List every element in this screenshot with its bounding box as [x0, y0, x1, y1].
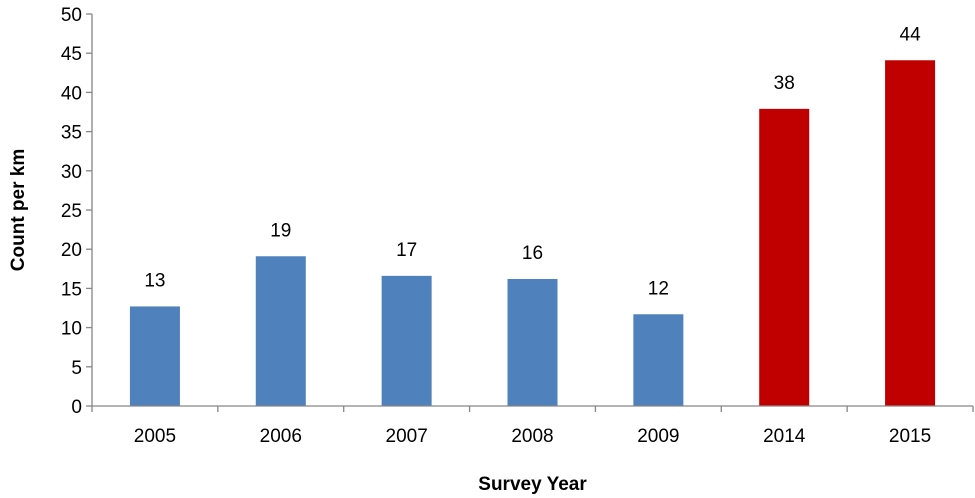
- bar-2005: [129, 306, 180, 406]
- y-tick-label: 30: [61, 162, 82, 183]
- y-tick-label: 25: [61, 201, 82, 222]
- y-axis-title: Count per km: [8, 149, 29, 271]
- y-tick-label: 35: [61, 123, 82, 144]
- x-axis-title: Survey Year: [478, 474, 587, 495]
- data-label-2014: 38: [774, 73, 795, 94]
- data-label-2015: 44: [900, 24, 922, 45]
- bar-2015: [885, 60, 936, 406]
- x-axis-ticks: 2005 2006 2007 2008 2009 2014 2015: [91, 406, 974, 447]
- data-labels-group: 13 19 17 16 12 38 44: [144, 24, 921, 299]
- bar-2009: [633, 314, 684, 406]
- y-tick-label: 5: [71, 358, 82, 379]
- data-label-2008: 16: [522, 243, 543, 264]
- y-tick-label: 0: [71, 397, 82, 418]
- data-label-2009: 12: [648, 278, 669, 299]
- y-tick-label: 10: [61, 319, 82, 340]
- y-tick-label: 45: [61, 44, 82, 65]
- x-tick-label: 2007: [386, 426, 428, 447]
- y-tick-label: 50: [61, 5, 82, 26]
- x-tick-label: 2006: [260, 426, 302, 447]
- data-label-2005: 13: [144, 270, 165, 291]
- bars-group: [129, 60, 936, 406]
- x-tick-label: 2005: [134, 426, 176, 447]
- y-tick-label: 15: [61, 279, 82, 300]
- x-tick-label: 2014: [763, 426, 806, 447]
- bar-2014: [759, 108, 810, 406]
- x-tick-label: 2009: [637, 426, 679, 447]
- data-label-2007: 17: [396, 240, 417, 261]
- bar-2006: [255, 256, 306, 406]
- y-tick-label: 40: [61, 83, 82, 104]
- x-tick-label: 2015: [889, 426, 931, 447]
- y-tick-label: 20: [61, 240, 82, 261]
- data-label-2006: 19: [270, 220, 291, 241]
- bar-2008: [507, 278, 558, 406]
- x-tick-label: 2008: [511, 426, 553, 447]
- bar-2007: [381, 275, 432, 406]
- y-axis-ticks: 0 5 10 15 20 25 30 35 40 45 50: [61, 5, 92, 418]
